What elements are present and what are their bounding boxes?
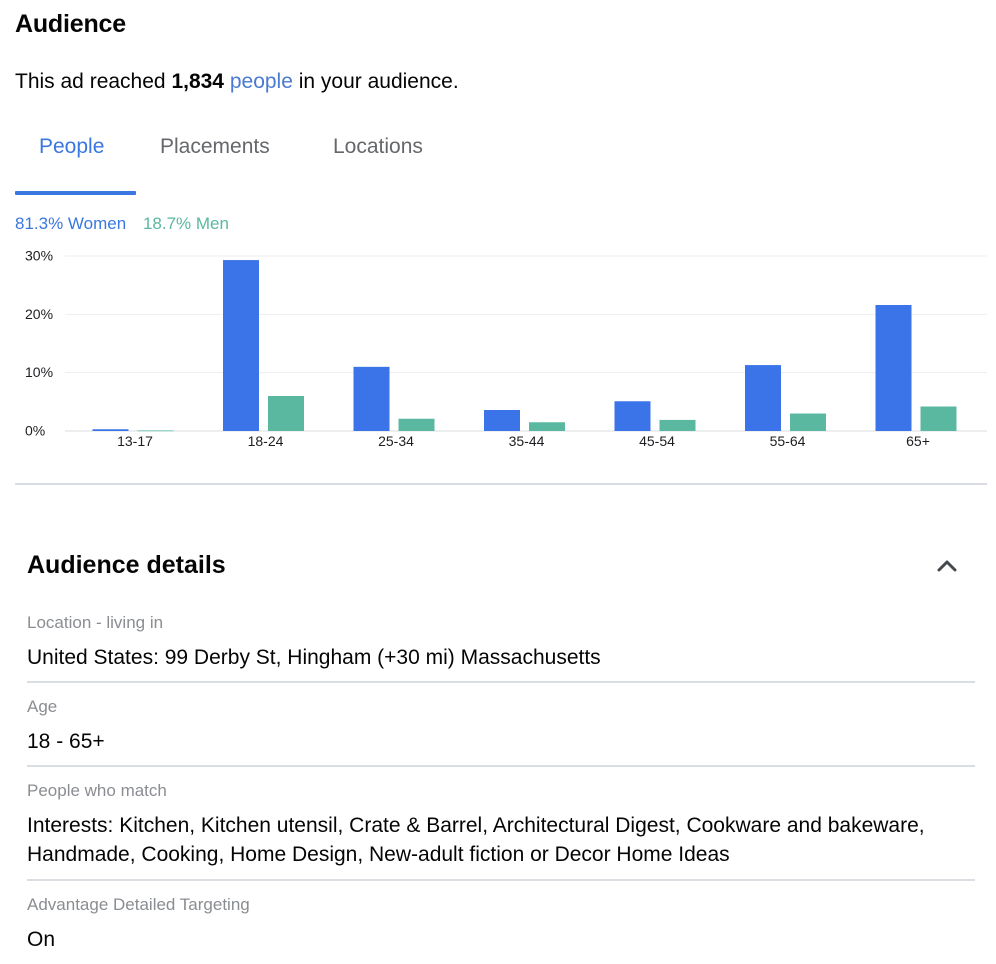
x-tick-label: 25-34: [378, 433, 414, 449]
y-tick-label: 10%: [25, 364, 53, 380]
legend-men: 18.7% Men: [142, 214, 229, 233]
x-tick-label: 65+: [906, 433, 930, 449]
tab-placements[interactable]: Placements: [160, 135, 270, 158]
detail-divider: [27, 681, 975, 683]
detail-label: Advantage Detailed Targeting: [27, 895, 250, 914]
detail-location: Location - living in United States: 99 D…: [27, 612, 975, 672]
bar-men: [659, 419, 696, 431]
detail-label: Age: [27, 697, 58, 716]
tab-people[interactable]: People: [39, 135, 105, 158]
bar-men: [268, 396, 304, 431]
bar-men: [398, 418, 435, 431]
x-tick-label: 18-24: [248, 433, 284, 449]
detail-value: On: [27, 928, 56, 951]
active-tab-indicator: [15, 191, 136, 195]
reach-suffix: in your audience.: [292, 70, 459, 93]
reach-summary: This ad reached 1,834 people in your aud…: [15, 70, 459, 94]
detail-label: Location - living in: [27, 613, 164, 632]
detail-label: People who match: [27, 781, 167, 800]
audience-details-title: Audience details: [27, 551, 226, 579]
detail-advantage-targeting: Advantage Detailed Targeting On: [27, 894, 975, 954]
bar-men: [529, 422, 565, 431]
reach-count: 1,834: [171, 70, 224, 93]
detail-value: United States: 99 Derby St, Hingham (+30…: [27, 646, 601, 669]
audience-tabs: People Placements Locations: [15, 120, 515, 195]
x-tick-label: 45-54: [639, 433, 675, 449]
x-tick-label: 55-64: [770, 433, 806, 449]
people-link[interactable]: people: [229, 70, 293, 93]
bar-men: [790, 413, 826, 431]
y-tick-label: 20%: [25, 306, 53, 322]
gender-legend: 81.3% Women 18.7% Men: [15, 214, 229, 234]
x-tick-label: 13-17: [117, 433, 153, 449]
reach-prefix: This ad reached: [15, 70, 172, 93]
bar-women: [223, 260, 259, 431]
bar-women: [92, 429, 129, 431]
age-gender-bar-chart: 0% 10% 20% 30% 13-17 18-24 25-34 35-44 45-54 55-6…: [25, 248, 987, 449]
bar-women: [353, 366, 390, 431]
bar-women: [875, 305, 912, 431]
detail-divider: [27, 765, 975, 767]
detail-interests: People who match Interests: Kitchen, Kit…: [27, 780, 975, 869]
detail-value: Interests: Kitchen, Kitchen utensil, Cra…: [27, 814, 925, 866]
x-tick-label: 35-44: [509, 433, 545, 449]
bar-women: [745, 365, 781, 431]
detail-value: 18 - 65+: [27, 730, 105, 753]
y-tick-label: 0%: [25, 423, 45, 439]
legend-women: 81.3% Women: [15, 214, 127, 233]
detail-divider: [27, 879, 975, 881]
bar-women: [484, 410, 520, 431]
detail-age: Age 18 - 65+: [27, 696, 975, 756]
tab-locations[interactable]: Locations: [333, 135, 423, 158]
y-tick-label: 30%: [25, 248, 53, 264]
section-divider: [15, 483, 987, 485]
bar-women: [614, 401, 651, 431]
bar-men: [920, 406, 957, 431]
bar-men: [137, 430, 174, 432]
page-title: Audience: [15, 10, 126, 38]
chevron-up-icon[interactable]: [934, 555, 960, 577]
